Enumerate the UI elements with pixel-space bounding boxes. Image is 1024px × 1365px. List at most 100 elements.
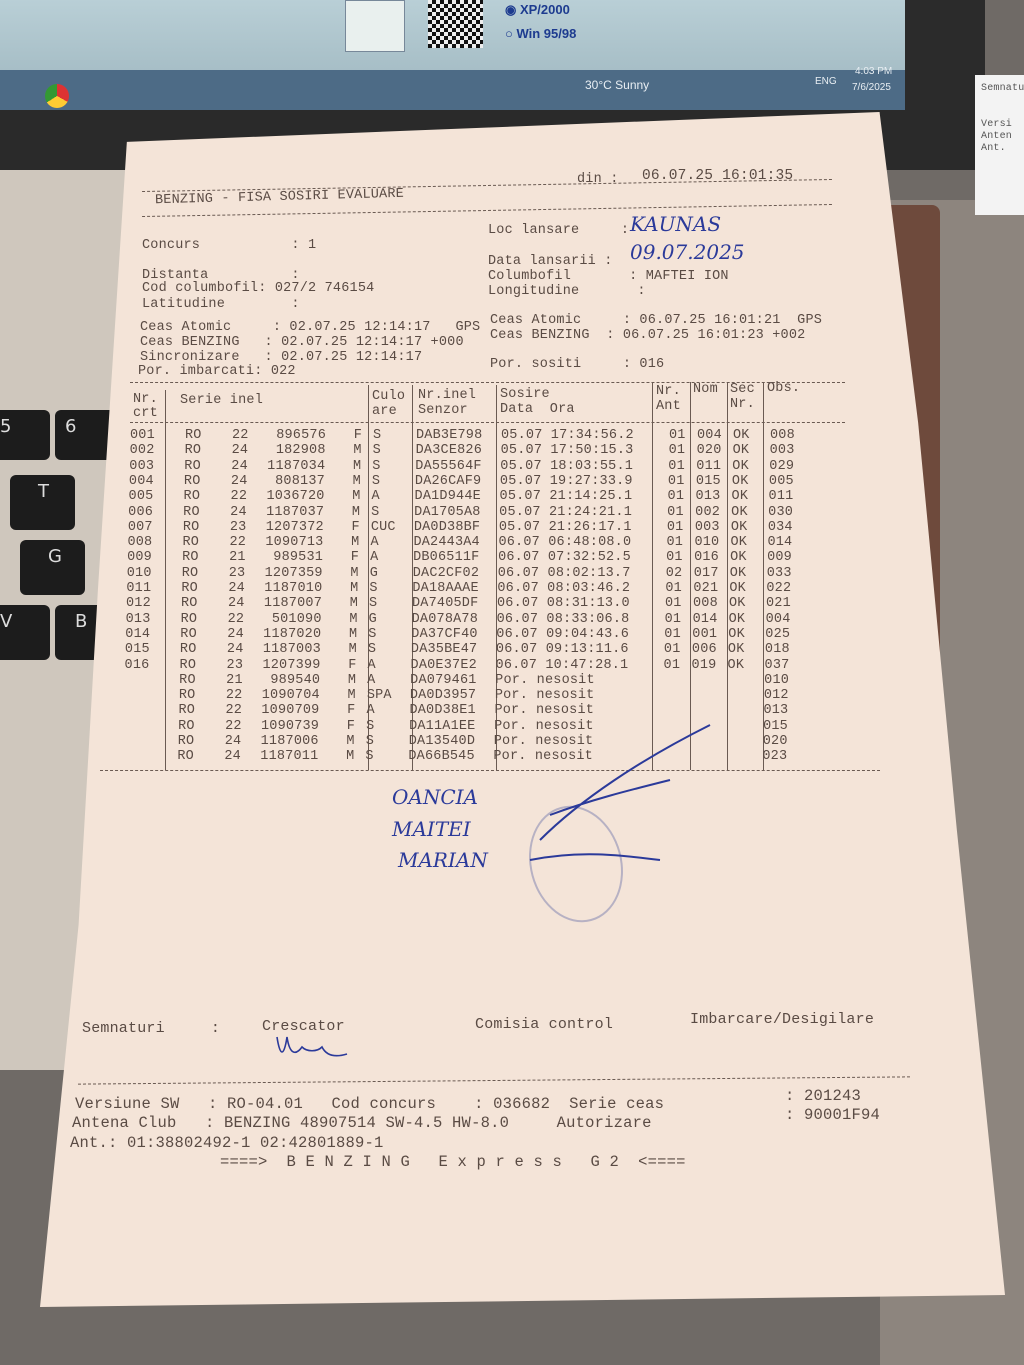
cell-ring: 808137 <box>275 473 325 489</box>
radio-win9598[interactable]: ○ Win 95/98 <box>505 26 577 41</box>
cell-sec: OK <box>729 565 747 581</box>
cell-nr: 001 <box>130 428 155 443</box>
clock-date[interactable]: 7/6/2025 <box>852 82 891 93</box>
cell-color: A <box>366 703 375 719</box>
key[interactable]: 5 <box>0 410 50 460</box>
cell-ring: 1187003 <box>262 642 321 658</box>
cell-sex: M <box>351 535 360 551</box>
cell-sex: F <box>350 550 360 566</box>
cell-color: S <box>365 734 375 749</box>
cell-nom: 011 <box>696 458 722 474</box>
cell-antenna: 01 <box>668 443 686 459</box>
cell-antenna: 01 <box>663 657 681 673</box>
cell-obs: 034 <box>767 519 793 535</box>
cell-nr: 014 <box>125 626 151 642</box>
key[interactable]: 6 <box>55 410 115 460</box>
cell-obs: 023 <box>762 749 788 765</box>
cell-country: RO <box>179 672 196 688</box>
col-line <box>412 385 413 770</box>
cell-year: 22 <box>225 703 243 719</box>
cell-antenna: 01 <box>666 550 683 566</box>
cell-sensor: DA0D3957 <box>409 688 477 704</box>
cell-sec: OK <box>729 581 746 596</box>
language-indicator[interactable]: ENG <box>815 76 837 87</box>
cell-color: A <box>371 489 380 505</box>
cell-nom: 017 <box>693 565 719 581</box>
weather-text[interactable]: 30°C Sunny <box>585 78 650 92</box>
cell-sex: F <box>353 428 362 443</box>
cell-ring: 1090704 <box>261 688 320 704</box>
table-bottom-divider <box>100 770 880 771</box>
cell-antenna: 01 <box>665 581 682 596</box>
cell-sex: M <box>353 443 362 459</box>
cell-country: RO <box>183 473 201 489</box>
table-top-divider <box>130 382 845 383</box>
cell-sensor: DA078A78 <box>411 611 479 627</box>
cell-nr: 003 <box>129 458 155 474</box>
radio-xp-label: XP/2000 <box>519 2 570 17</box>
col-line <box>165 390 166 770</box>
cell-nr: 006 <box>128 504 154 520</box>
cell-nom: 008 <box>693 596 718 612</box>
key[interactable]: V <box>0 605 50 660</box>
columbofil: Columbofil : MAFTEI ION <box>488 269 729 284</box>
semnaturi-label: Semnaturi : <box>82 1020 221 1037</box>
cell-ring: 501090 <box>271 611 322 627</box>
cell-sensor: DA3CE826 <box>415 443 483 459</box>
cell-sensor: DA55564F <box>415 458 482 474</box>
cell-country: RO <box>177 749 194 765</box>
col-line <box>763 382 764 770</box>
cell-antenna: 01 <box>666 535 684 551</box>
longitudine: Longitudine : <box>488 284 646 299</box>
cell-color: S <box>365 749 374 765</box>
sync-app-icon[interactable] <box>345 0 405 52</box>
cell-obs: 037 <box>764 657 790 673</box>
cell-sensor: DA66B545 <box>408 749 475 765</box>
cell-obs: 009 <box>767 550 792 566</box>
cell-sensor: DA13540D <box>408 734 476 749</box>
cell-color: S <box>372 443 381 459</box>
cell-nr: 009 <box>127 550 152 566</box>
header-ant: Nr. Ant <box>656 384 681 414</box>
cell-sex: M <box>346 749 355 765</box>
chrome-icon[interactable] <box>45 84 69 108</box>
cell-antenna: 01 <box>669 428 686 443</box>
cell-year: 22 <box>232 428 249 443</box>
cell-country: RO <box>179 642 197 658</box>
cell-sex: M <box>348 642 357 658</box>
cell-sex: F <box>351 519 360 535</box>
cell-arrival: 06.07 08:33:06.8 <box>496 611 630 627</box>
cell-sex: M <box>350 565 359 581</box>
cell-nr: 012 <box>126 596 151 612</box>
cell-color: G <box>369 565 379 581</box>
cell-country: RO <box>180 626 197 642</box>
cell-sex: F <box>346 718 356 734</box>
cell-antenna: 01 <box>663 642 681 658</box>
cell-ring: 1187011 <box>260 749 319 765</box>
cell-sensor: DA079461 <box>410 672 477 688</box>
cell-arrival: 05.07 17:34:56.2 <box>501 428 634 443</box>
key[interactable]: T <box>10 475 75 530</box>
cell-sensor: DA7405DF <box>412 596 479 612</box>
cell-nr: 002 <box>129 443 155 459</box>
cell-ring: 1187007 <box>263 596 322 612</box>
cell-antenna: 01 <box>665 596 682 612</box>
cell-country: RO <box>178 688 196 704</box>
key[interactable]: G <box>20 540 85 595</box>
cell-antenna: 01 <box>667 473 685 489</box>
cell-arrival: Por. nesosit <box>493 734 594 749</box>
pen-stroke-signature <box>529 724 711 861</box>
cell-year: 24 <box>228 596 245 612</box>
antena-line: Antena Club : BENZING 48907514 SW-4.5 HW… <box>72 1114 652 1132</box>
clock-time[interactable]: 4:03 PM <box>855 66 893 77</box>
header-nom: Nom <box>693 382 718 397</box>
side-text: Semnatu <box>981 83 1024 94</box>
checkered-app-icon[interactable] <box>428 0 483 48</box>
header-obs: Obs. <box>767 381 801 396</box>
cell-year: 22 <box>230 489 248 505</box>
radio-xp2000[interactable]: ◉ XP/2000 <box>505 2 570 17</box>
cell-arrival: 06.07 10:47:28.1 <box>495 657 629 673</box>
cell-ring: 1187037 <box>266 504 325 520</box>
cell-ring: 989531 <box>273 550 324 566</box>
cell-year: 24 <box>226 642 244 658</box>
